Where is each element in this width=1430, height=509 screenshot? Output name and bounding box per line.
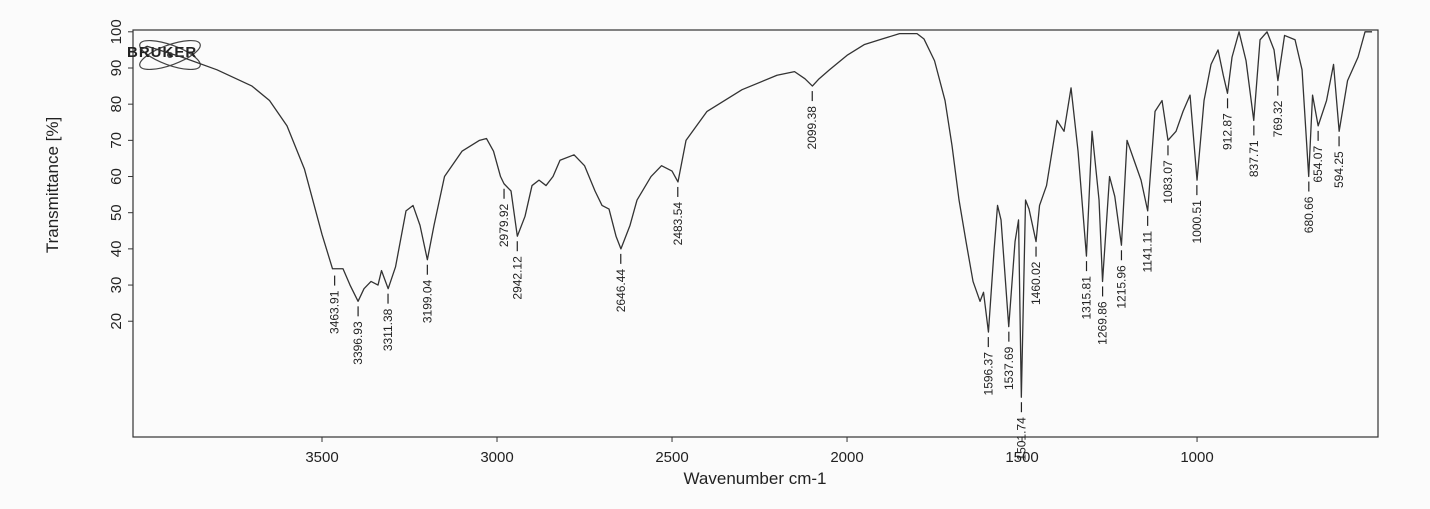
peak-label: 1537.69: [1002, 346, 1016, 390]
peak-label: 3199.04: [420, 279, 434, 323]
peak-label: 3311.38: [381, 308, 395, 351]
peak-label: 1000.51: [1190, 200, 1204, 244]
x-tick-label: 2500: [655, 449, 688, 466]
x-axis-label: Wavenumber cm-1: [684, 469, 827, 488]
peak-label: 912.87: [1221, 113, 1235, 150]
peak-label: 2099.38: [805, 106, 819, 150]
peak-label: 654.07: [1311, 146, 1325, 183]
y-tick-label: 50: [108, 204, 125, 221]
peak-label: 2483.54: [671, 202, 685, 246]
peak-label: 1083.07: [1161, 160, 1175, 204]
y-tick-label: 90: [108, 60, 125, 77]
plot-frame: [132, 29, 1379, 438]
x-tick-label: 1000: [1180, 449, 1213, 466]
peak-label: 1596.37: [981, 352, 995, 396]
peak-label: 1501.74: [1014, 417, 1028, 461]
y-tick-label: 40: [108, 241, 125, 258]
peak-label: 2979.92: [497, 203, 511, 247]
y-tick-label: 20: [108, 313, 125, 330]
peak-label: 837.71: [1247, 140, 1261, 177]
spectrum-line: [139, 31, 1373, 398]
y-axis-label: Transmittance [%]: [43, 117, 62, 253]
peak-label: 2646.44: [614, 269, 628, 313]
peak-label: 3463.91: [328, 290, 342, 334]
y-tick-label: 30: [108, 277, 125, 294]
peak-label: 1269.86: [1096, 301, 1110, 345]
y-tick-label: 80: [108, 96, 125, 113]
x-tick-label: 3000: [480, 449, 513, 466]
peak-label: 680.66: [1302, 196, 1316, 233]
peak-label: 594.25: [1332, 151, 1346, 188]
logo: BRUKER: [127, 39, 201, 71]
peak-label: 1460.02: [1029, 261, 1043, 305]
peak-label: 1315.81: [1080, 276, 1094, 320]
x-tick-label: 2000: [830, 449, 863, 466]
peak-label: 769.32: [1271, 100, 1285, 137]
peak-label: 2942.12: [510, 256, 524, 300]
x-tick-label: 1500: [1005, 449, 1038, 466]
y-tick-label: 100: [108, 19, 125, 44]
y-tick-label: 60: [108, 168, 125, 185]
peak-label: 3396.93: [351, 321, 365, 365]
peak-label: 1141.11: [1141, 231, 1155, 273]
y-tick-label: 70: [108, 132, 125, 149]
peak-label: 1215.96: [1114, 265, 1128, 309]
x-tick-label: 3500: [305, 449, 338, 466]
